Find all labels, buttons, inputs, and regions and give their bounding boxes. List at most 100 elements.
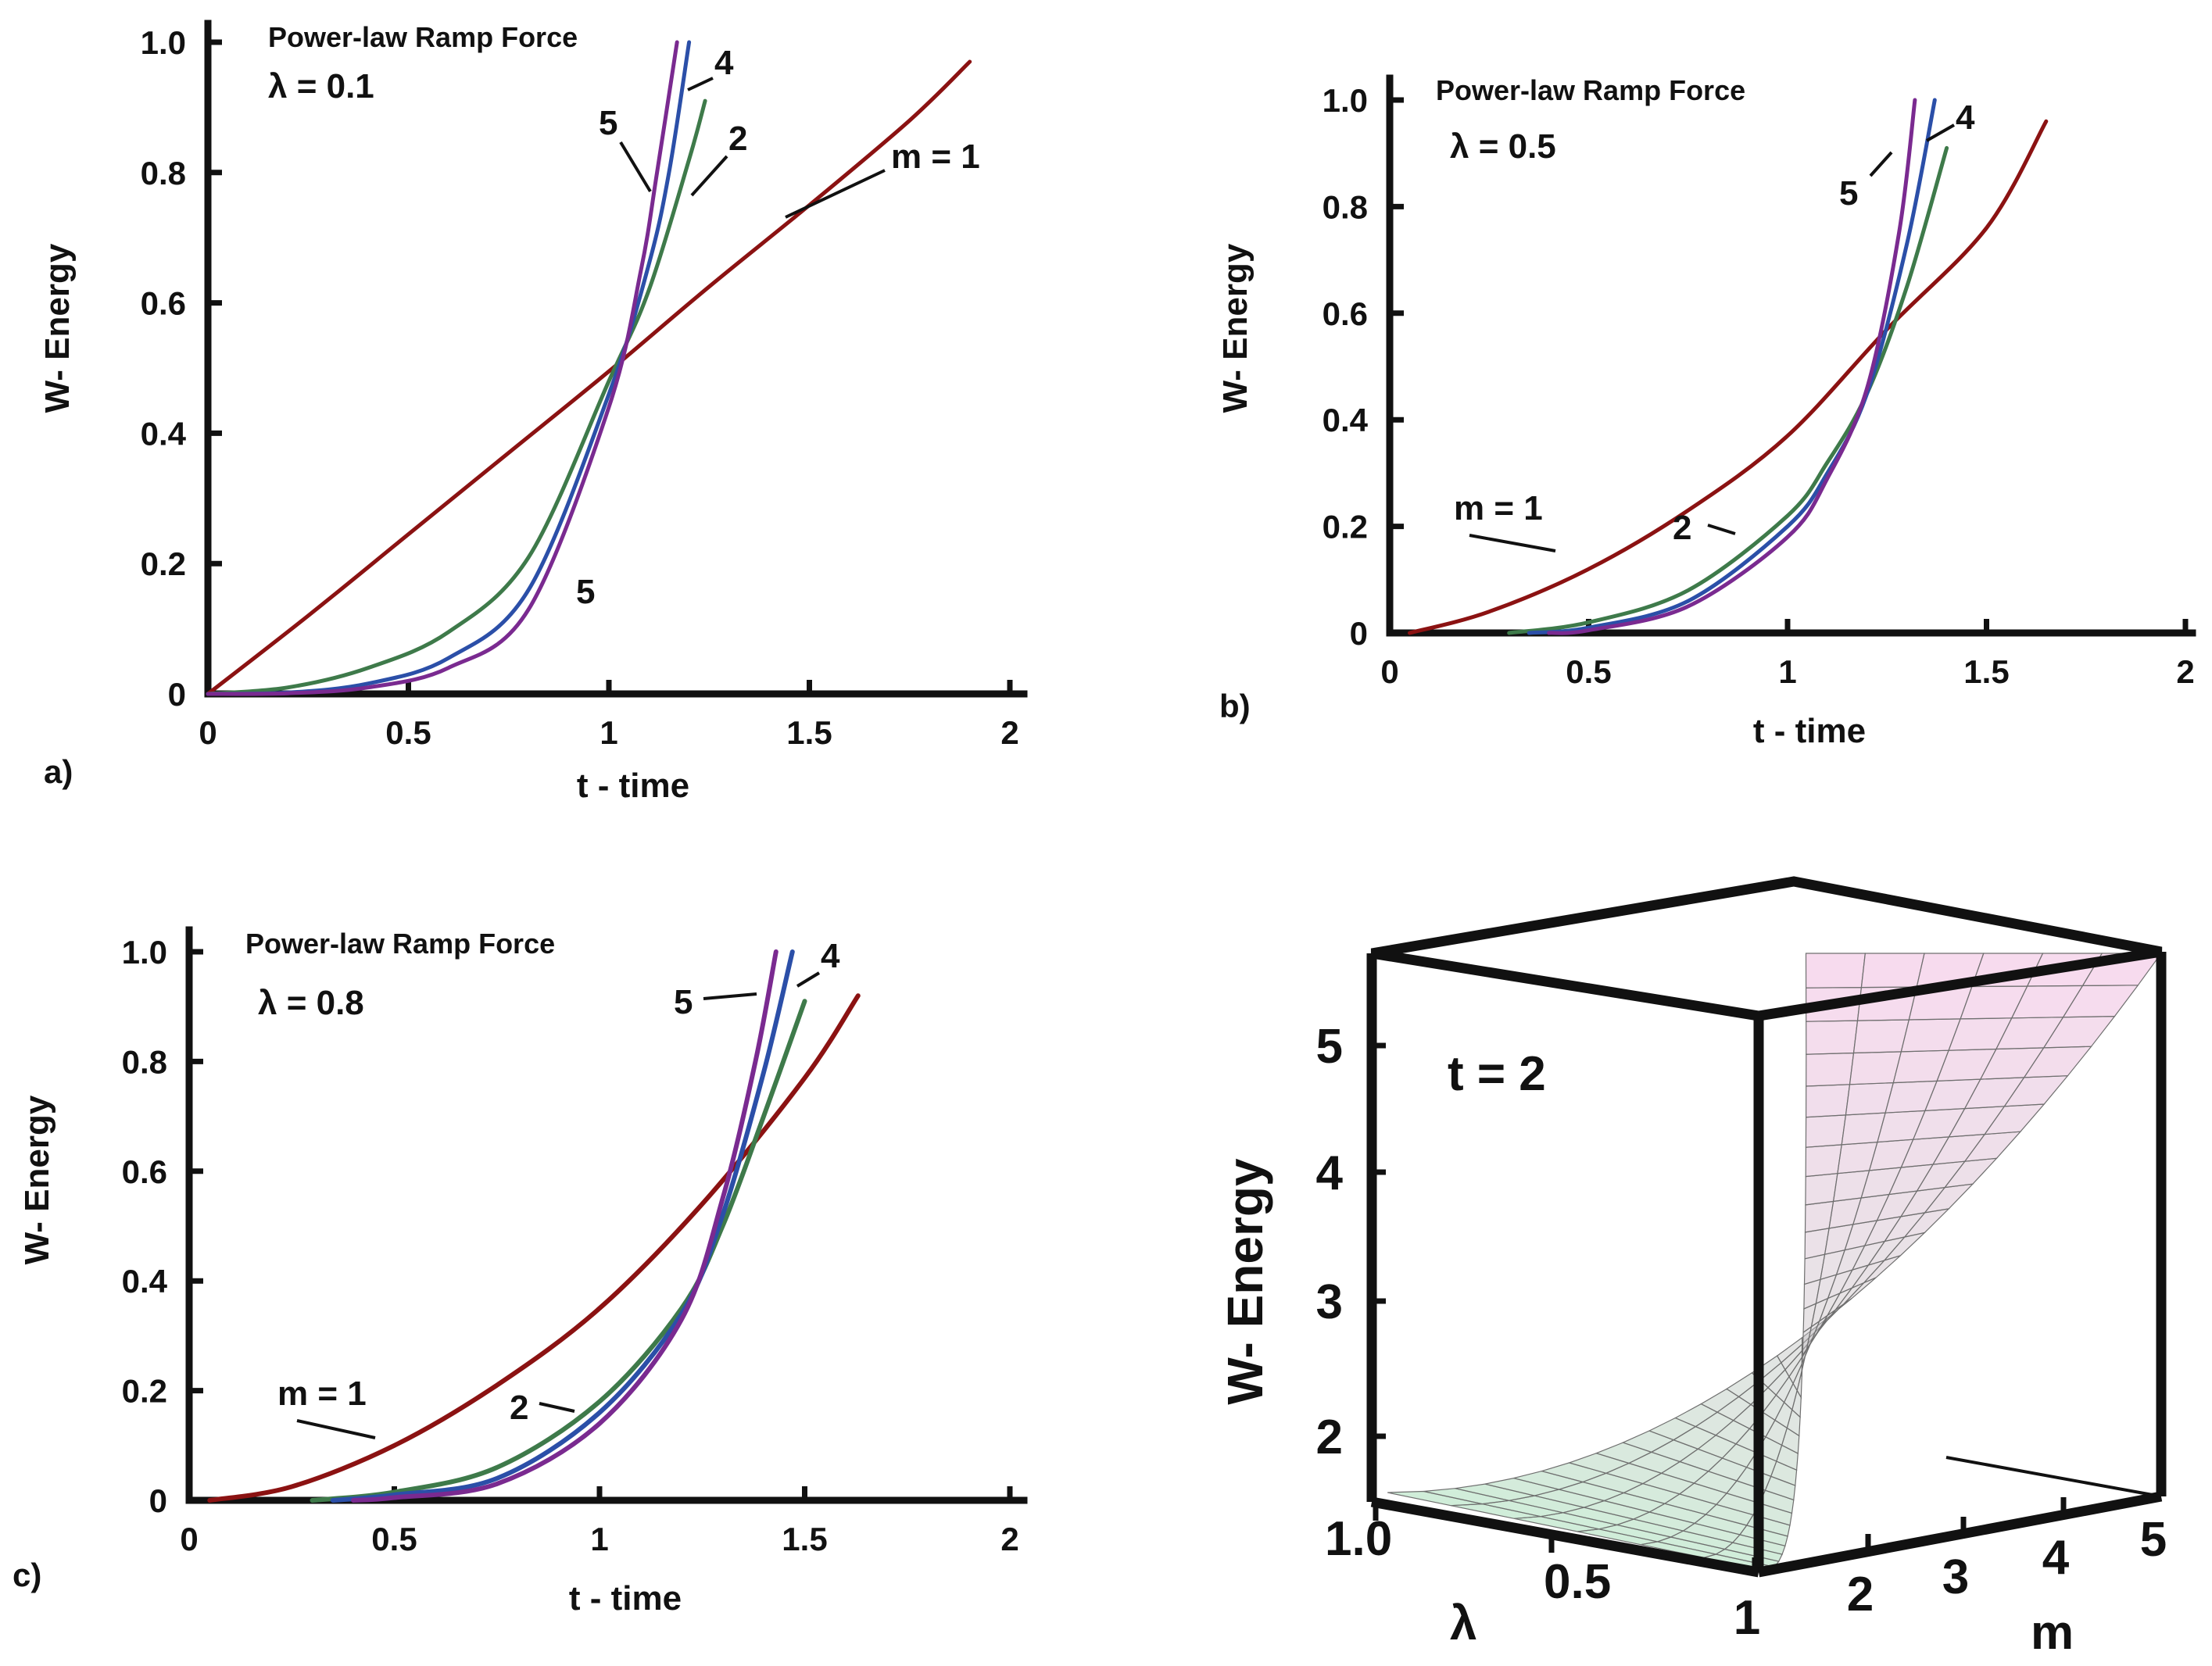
y-tick-label: 0.8 — [122, 1043, 167, 1080]
leader-m1-a — [785, 169, 886, 219]
x-tick-label: 0.5 — [1566, 653, 1611, 690]
leader-m2-b — [1707, 524, 1736, 535]
surface-cell — [1806, 1020, 1859, 1055]
annotation-t2: t = 2 — [1448, 1047, 1546, 1101]
z-axis-label-d: W- Energy — [1217, 1158, 1273, 1405]
series-line-m1 — [206, 59, 972, 696]
series-line-m5 — [351, 949, 778, 1503]
leader-m4-c — [796, 971, 821, 988]
y-tick-label: 0.6 — [1323, 295, 1368, 332]
surface-cell — [1805, 1114, 1847, 1148]
lambda-axis-label-d: λ — [1450, 1596, 1476, 1650]
z-tick-label: 5 — [1316, 1020, 1343, 1074]
surface-cell — [1852, 1019, 1910, 1054]
panel-label-c: c) — [13, 1557, 41, 1593]
series-line-m4 — [1527, 98, 1937, 635]
chart-title-a: Power-law Ramp Force — [268, 21, 578, 53]
leader-m4-b — [1926, 123, 1955, 142]
y-tick-label: 0.4 — [141, 415, 187, 452]
lambda-tick-label: 0.5 — [1544, 1555, 1611, 1609]
series-line-m2 — [1507, 145, 1949, 635]
m-tick-label: 1 — [1734, 1591, 1760, 1645]
m-axis-label-d: m — [2031, 1606, 2074, 1660]
x-tick-label: 2 — [2176, 653, 2194, 690]
surface-cell — [1805, 1173, 1838, 1206]
panel-b: 0 0.5 1 1.5 2 0 0.2 0.4 0.6 0.8 1.0 Power-law Ramp… — [1216, 74, 2196, 750]
axes-a — [204, 20, 1028, 698]
label-m1-c: m = 1 — [277, 1375, 367, 1413]
series-line-m5 — [206, 40, 679, 696]
series-line-m1 — [1408, 119, 2049, 635]
leader-m5-a — [619, 141, 652, 193]
x-axis-label-b: t - time — [1753, 712, 1866, 750]
leader-m1-c — [296, 1419, 376, 1439]
z-tick-label: 4 — [1316, 1146, 1344, 1200]
leader-m4-a — [687, 77, 714, 91]
leader-m5-c — [703, 992, 757, 1000]
label-m1-a: m = 1 — [891, 138, 980, 176]
panel-label-b: b) — [1219, 688, 1251, 724]
curves-a — [206, 40, 972, 696]
x-tick-label: 1 — [1778, 653, 1796, 690]
label-m4-b: 4 — [1956, 98, 1975, 137]
surface-cell — [1805, 1144, 1842, 1178]
x-axis-label-c: t - time — [569, 1579, 682, 1618]
y-tick-label: 0 — [168, 676, 186, 713]
leader-m2-c — [539, 1402, 575, 1413]
m-tick-label: 2 — [1847, 1568, 1874, 1621]
series-line-m1 — [207, 993, 861, 1503]
series-line-m2 — [206, 98, 707, 696]
y-tick-label: 0.2 — [122, 1373, 167, 1410]
y-tick-label: 0.4 — [1323, 402, 1369, 438]
label-m5-a: 5 — [599, 104, 617, 142]
label-m1-b: m = 1 — [1454, 489, 1543, 527]
x-tick-label: 0 — [199, 714, 217, 751]
x-tick-label: 0 — [1380, 653, 1398, 690]
x-tick-label: 0.5 — [385, 714, 431, 751]
label-m4-c: 4 — [821, 937, 840, 975]
ticks-b: 0 0.5 1 1.5 2 0 0.2 0.4 0.6 0.8 1.0 — [1323, 82, 2195, 690]
z-tick-label: 3 — [1316, 1275, 1343, 1329]
y-axis-label-b: W- Energy — [1216, 243, 1255, 413]
y-tick-label: 0.2 — [1323, 509, 1368, 545]
surface-cell — [1860, 953, 1925, 989]
panel-label-a: a) — [44, 753, 73, 790]
y-tick-label: 0.6 — [122, 1153, 167, 1190]
lambda-label-c: λ = 0.8 — [258, 984, 364, 1022]
surface-cell — [1849, 1051, 1902, 1085]
x-tick-label: 2 — [1000, 714, 1018, 751]
chart-title-c: Power-law Ramp Force — [245, 928, 555, 960]
y-tick-label: 0.4 — [122, 1263, 168, 1300]
panel-a: 0 0.5 1 1.5 2 0 0.2 0.4 0.6 0.8 1.0 Power-law Ramp… — [38, 20, 1028, 805]
y-axis-label-c: W- Energy — [18, 1095, 56, 1264]
lambda-label-b: λ = 0.5 — [1450, 127, 1556, 166]
ticks-c: 0 0.5 1 1.5 2 0 0.2 0.4 0.6 0.8 1.0 — [122, 934, 1019, 1557]
y-tick-label: 0 — [149, 1482, 167, 1519]
y-axis-label-a: W- Energy — [38, 243, 77, 413]
series-line-m2 — [310, 999, 807, 1503]
energy-surface — [1387, 953, 2163, 1571]
panel-c: 0 0.5 1 1.5 2 0 0.2 0.4 0.6 0.8 1.0 Power-law Ramp… — [13, 926, 1028, 1618]
leader-m5-b — [1869, 151, 1893, 177]
box-frame — [1366, 876, 2167, 1578]
chart-title-b: Power-law Ramp Force — [1436, 74, 1745, 106]
y-tick-label: 1.0 — [141, 24, 186, 61]
x-tick-label: 1 — [590, 1521, 608, 1557]
m-tick-label: 5 — [2140, 1513, 2167, 1567]
label-m5-c: 5 — [674, 983, 693, 1021]
y-tick-label: 1.0 — [122, 934, 167, 971]
y-tick-label: 0.2 — [141, 545, 186, 582]
ticks-d: 2 3 4 5 1 2 3 4 5 1.0 0.5 — [1316, 1020, 2167, 1645]
curves-b — [1408, 98, 2049, 635]
label-m2-b: 2 — [1673, 509, 1691, 547]
x-tick-label: 0.5 — [371, 1521, 417, 1557]
x-tick-label: 1 — [600, 714, 617, 751]
leader-m1-b — [1469, 534, 1556, 552]
surface-cell — [1805, 953, 1866, 989]
y-tick-label: 0 — [1350, 615, 1368, 652]
series-line-m5 — [1547, 98, 1917, 635]
lambda-tick-label: 1.0 — [1325, 1512, 1392, 1566]
z-tick-label: 2 — [1316, 1410, 1343, 1464]
label-m2-c: 2 — [510, 1389, 528, 1427]
